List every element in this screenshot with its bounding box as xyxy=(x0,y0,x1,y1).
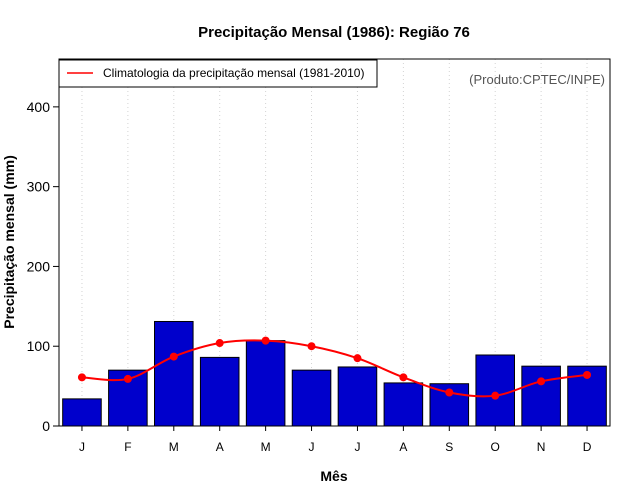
plot-frame xyxy=(58,58,611,427)
y-tick-label: 400 xyxy=(27,99,51,115)
x-tick-label: O xyxy=(491,440,500,454)
bars xyxy=(62,320,607,427)
bar xyxy=(521,365,561,427)
x-tick-label: M xyxy=(261,440,271,454)
climatology-point xyxy=(583,370,592,379)
x-axis-label: Mês xyxy=(320,468,347,484)
legend-box xyxy=(58,59,378,88)
y-tick-label: 0 xyxy=(42,418,50,434)
climatology-point xyxy=(491,391,500,400)
climatology-point xyxy=(537,377,546,386)
x-tick-label: N xyxy=(537,440,546,454)
bar xyxy=(154,320,194,427)
climatology-point xyxy=(261,336,270,345)
bar xyxy=(337,366,378,427)
x-tick-label: J xyxy=(354,440,360,454)
climatology-point xyxy=(353,354,362,363)
x-tick-label: D xyxy=(583,440,592,454)
credit-annotation: (Produto:CPTEC/INPE) xyxy=(469,72,605,87)
climatology-point xyxy=(307,342,316,351)
climatology-point xyxy=(399,373,408,382)
legend-label: Climatologia da precipitação mensal (198… xyxy=(103,66,364,80)
climatology-series xyxy=(77,336,592,400)
bar xyxy=(291,369,332,427)
x-tick-label: A xyxy=(216,440,224,454)
bar xyxy=(475,354,515,427)
x-tick-label: J xyxy=(309,440,315,454)
y-tick-label: 200 xyxy=(27,258,51,274)
y-tick-label: 100 xyxy=(27,338,51,354)
climatology-point xyxy=(215,339,224,348)
bar xyxy=(62,398,102,427)
y-axis-label: Precipitação mensal (mm) xyxy=(1,155,17,329)
climatology-point xyxy=(445,388,454,397)
x-tick-label: S xyxy=(445,440,453,454)
y-tick-label: 300 xyxy=(27,179,51,195)
axes: 0 100 200 300 400 J F M A M J J A S O N D xyxy=(27,58,611,454)
climatology-point xyxy=(169,352,178,361)
x-tick-label: J xyxy=(79,440,85,454)
x-tick-label: A xyxy=(399,440,407,454)
chart-title: Precipitação Mensal (1986): Região 76 xyxy=(198,24,470,41)
bar xyxy=(199,356,240,427)
climatology-point xyxy=(123,374,132,383)
legend: Climatologia da precipitação mensal (198… xyxy=(58,59,378,88)
climatology-point xyxy=(77,373,86,382)
bar xyxy=(383,382,424,427)
x-tick-label: M xyxy=(169,440,179,454)
x-tick-label: F xyxy=(124,440,131,454)
bar xyxy=(245,340,286,427)
